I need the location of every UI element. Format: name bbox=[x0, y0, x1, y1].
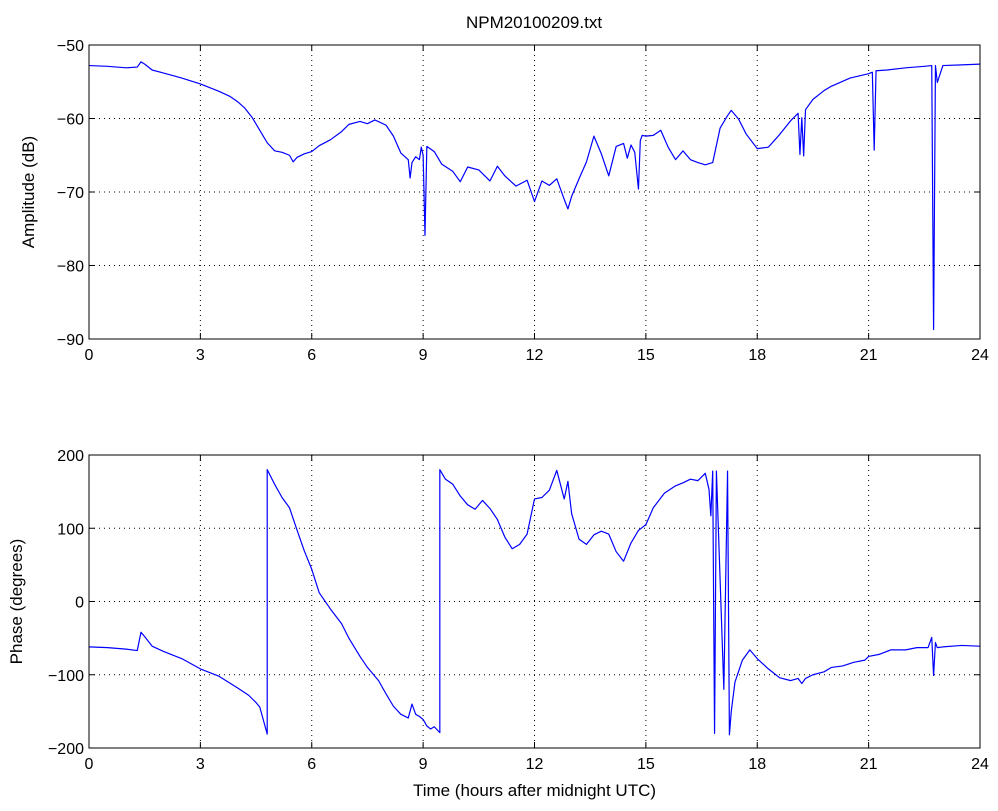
phase-x-tick-label: 21 bbox=[860, 756, 878, 773]
phase-x-tick-label: 24 bbox=[971, 756, 989, 773]
amplitude-panel: 0 3 6 9 12 15 18 21 24 −90 −80 −70 −60 −50 Amplitude (… bbox=[19, 38, 989, 364]
phase-x-axis-label: Time (hours after midnight UTC) bbox=[413, 781, 656, 800]
amplitude-x-tick-label: 0 bbox=[85, 347, 94, 364]
amplitude-x-tick-label: 6 bbox=[307, 347, 316, 364]
amplitude-y-tick-label: −50 bbox=[57, 38, 84, 55]
phase-y-tick-label: −100 bbox=[48, 668, 84, 685]
phase-x-tick-label: 12 bbox=[526, 756, 544, 773]
phase-y-tick-label: 200 bbox=[57, 448, 84, 465]
phase-x-tick-label: 6 bbox=[307, 756, 316, 773]
amplitude-x-tick-label: 21 bbox=[860, 347, 878, 364]
amplitude-y-tick-label: −90 bbox=[57, 332, 84, 349]
amplitude-x-tick-label: 15 bbox=[637, 347, 655, 364]
amplitude-y-tick-label: −80 bbox=[57, 259, 84, 276]
amplitude-x-tick-label: 12 bbox=[526, 347, 544, 364]
amplitude-y-tick-label: −70 bbox=[57, 185, 84, 202]
phase-y-tick-label: 0 bbox=[75, 595, 84, 612]
phase-x-tick-label: 15 bbox=[637, 756, 655, 773]
amplitude-x-tick-label: 3 bbox=[196, 347, 205, 364]
amplitude-y-axis-label: Amplitude (dB) bbox=[19, 136, 38, 248]
phase-x-tick-label: 3 bbox=[196, 756, 205, 773]
amplitude-y-tick-label: −60 bbox=[57, 112, 84, 129]
amplitude-x-tick-label: 24 bbox=[971, 347, 989, 364]
phase-x-tick-label: 0 bbox=[85, 756, 94, 773]
amplitude-x-tick-label: 9 bbox=[419, 347, 428, 364]
phase-x-tick-label: 9 bbox=[419, 756, 428, 773]
phase-series-line bbox=[88, 469, 981, 736]
phase-y-axis-label: Phase (degrees) bbox=[7, 539, 26, 665]
phase-panel: 0 3 6 9 12 15 18 21 24 −200 −100 0 100 200 Phase (degr… bbox=[7, 448, 989, 800]
phase-y-tick-label: −200 bbox=[48, 741, 84, 758]
phase-x-tick-label: 18 bbox=[748, 756, 766, 773]
chart-title: NPM20100209.txt bbox=[466, 13, 602, 32]
amplitude-series-line bbox=[88, 61, 981, 331]
phase-y-tick-label: 100 bbox=[57, 521, 84, 538]
amplitude-x-tick-label: 18 bbox=[748, 347, 766, 364]
